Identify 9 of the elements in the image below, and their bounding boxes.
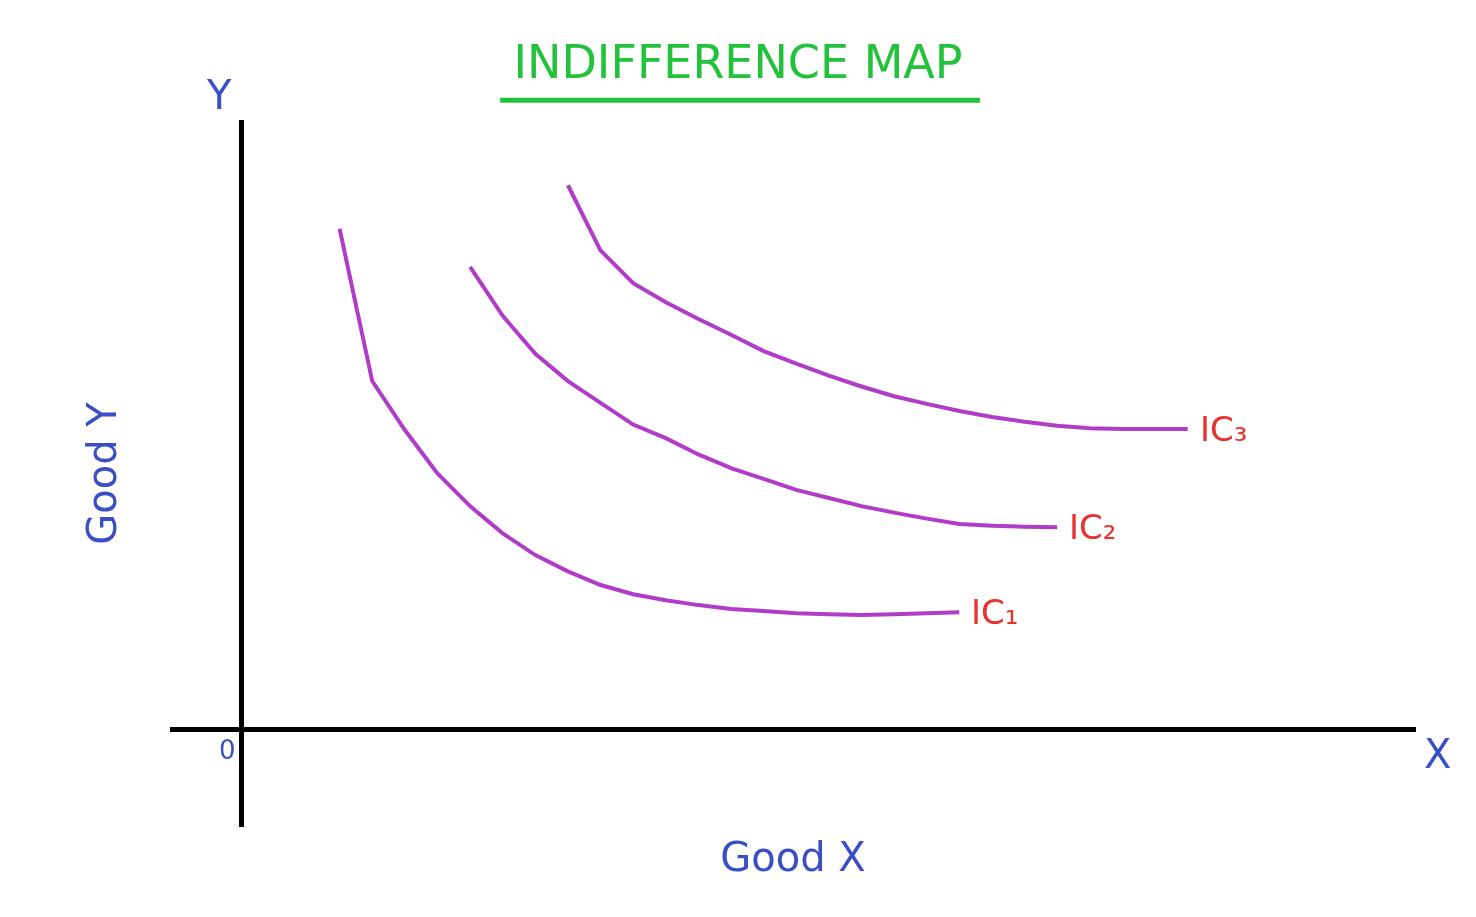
x-axis-title: Good X [720, 833, 866, 880]
series-label: IC₃ [1200, 409, 1248, 449]
series-label: IC₂ [1069, 507, 1117, 547]
chart-title: INDIFFERENCE MAP [513, 35, 963, 90]
text: 0 [219, 735, 236, 765]
text: X [1424, 731, 1452, 777]
y-axis-title: Good Y [78, 401, 125, 545]
text: Y [206, 72, 232, 118]
series-label: IC₁ [971, 592, 1019, 632]
